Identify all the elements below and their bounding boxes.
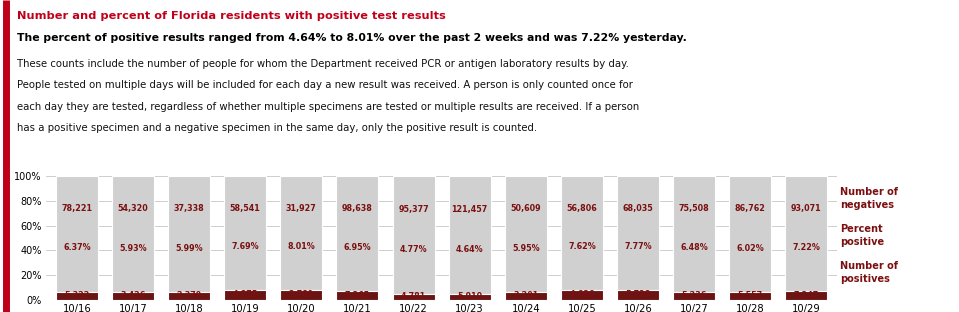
Bar (673, 291, 715, 300)
Text: 86,762: 86,762 (735, 204, 765, 213)
Bar (785, 176, 828, 290)
Bar (168, 292, 210, 300)
Text: 3,426: 3,426 (121, 291, 146, 300)
Text: 7,365: 7,365 (345, 291, 370, 300)
Bar (617, 290, 659, 300)
Text: 37,338: 37,338 (174, 204, 204, 213)
Text: 54,320: 54,320 (118, 204, 149, 213)
Bar (56, 292, 98, 300)
Bar (168, 176, 210, 292)
Text: 56,806: 56,806 (567, 204, 597, 213)
Text: 3,201: 3,201 (513, 291, 538, 300)
Text: has a positive specimen and a negative specimen in the same day, only the positi: has a positive specimen and a negative s… (17, 123, 537, 133)
Text: each day they are tested, regardless of whether multiple specimens are tested or: each day they are tested, regardless of … (17, 102, 640, 112)
Bar (280, 176, 322, 290)
Bar (729, 292, 771, 300)
Text: 68,035: 68,035 (622, 204, 653, 212)
Text: 4.77%: 4.77% (400, 245, 428, 254)
Bar (224, 176, 267, 290)
Bar (504, 292, 547, 300)
Text: 4,781: 4,781 (401, 292, 426, 301)
Text: 50,609: 50,609 (510, 204, 541, 213)
Text: 5,236: 5,236 (682, 291, 707, 300)
Text: 7,247: 7,247 (794, 290, 819, 300)
Text: 5.99%: 5.99% (175, 244, 203, 253)
Bar (561, 290, 603, 300)
Text: These counts include the number of people for whom the Department received PCR o: These counts include the number of peopl… (17, 59, 629, 69)
Text: 78,221: 78,221 (61, 204, 92, 213)
Text: 6.48%: 6.48% (680, 243, 708, 252)
Text: 5,728: 5,728 (625, 290, 651, 299)
Text: 5.95%: 5.95% (512, 244, 540, 253)
Text: 93,071: 93,071 (791, 204, 822, 213)
Text: The percent of positive results ranged from 4.64% to 8.01% over the past 2 weeks: The percent of positive results ranged f… (17, 33, 688, 43)
Bar (561, 176, 603, 290)
Text: 4,875: 4,875 (233, 290, 258, 299)
Text: 2,379: 2,379 (176, 291, 201, 300)
Text: 5.93%: 5.93% (119, 244, 147, 253)
Text: 7.62%: 7.62% (568, 242, 596, 251)
Bar (449, 294, 491, 300)
Bar (112, 176, 154, 292)
Text: 5,910: 5,910 (457, 292, 482, 301)
Text: 6.02%: 6.02% (737, 244, 764, 253)
Text: 6.37%: 6.37% (63, 243, 91, 252)
Text: 58,541: 58,541 (230, 204, 261, 213)
Bar (112, 292, 154, 300)
Bar (617, 176, 659, 290)
Text: 98,638: 98,638 (342, 204, 373, 213)
Bar (337, 291, 379, 300)
Text: 8.01%: 8.01% (288, 242, 316, 251)
Bar (224, 290, 267, 300)
Text: 7.22%: 7.22% (792, 243, 820, 252)
Text: 31,927: 31,927 (286, 203, 316, 212)
Bar (785, 290, 828, 300)
Text: 2,781: 2,781 (289, 290, 314, 299)
Text: Percent
positive: Percent positive (840, 224, 884, 246)
Text: Number of
positives: Number of positives (840, 261, 898, 284)
Text: 75,508: 75,508 (679, 204, 710, 213)
Bar (56, 176, 98, 292)
Bar (673, 176, 715, 291)
Text: 4.64%: 4.64% (456, 245, 483, 254)
Text: Number of
negatives: Number of negatives (840, 187, 898, 210)
Text: 7.77%: 7.77% (624, 242, 652, 251)
Text: 4,686: 4,686 (570, 290, 595, 299)
Text: 121,457: 121,457 (452, 205, 488, 214)
Bar (729, 176, 771, 292)
Text: 5,322: 5,322 (64, 291, 89, 300)
Text: 6.95%: 6.95% (343, 243, 371, 252)
Text: 7.69%: 7.69% (231, 242, 259, 251)
Bar (280, 290, 322, 300)
Bar (392, 294, 434, 300)
Text: 5,557: 5,557 (737, 291, 762, 300)
Bar (392, 176, 434, 294)
Text: People tested on multiple days will be included for each day a new result was re: People tested on multiple days will be i… (17, 80, 633, 90)
Text: Number and percent of Florida residents with positive test results: Number and percent of Florida residents … (17, 11, 446, 21)
Bar (337, 176, 379, 291)
Text: 95,377: 95,377 (398, 205, 429, 214)
Bar (449, 176, 491, 294)
Bar (504, 176, 547, 292)
